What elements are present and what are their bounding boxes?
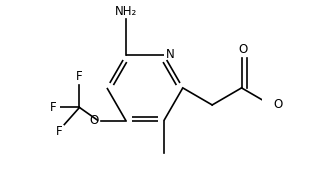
- Text: F: F: [56, 125, 63, 138]
- Text: NH₂: NH₂: [115, 5, 137, 18]
- Text: O: O: [90, 114, 99, 127]
- Text: O: O: [238, 43, 247, 56]
- Text: F: F: [76, 70, 83, 83]
- Text: O: O: [273, 98, 282, 111]
- Text: N: N: [166, 48, 175, 61]
- Text: F: F: [50, 101, 56, 114]
